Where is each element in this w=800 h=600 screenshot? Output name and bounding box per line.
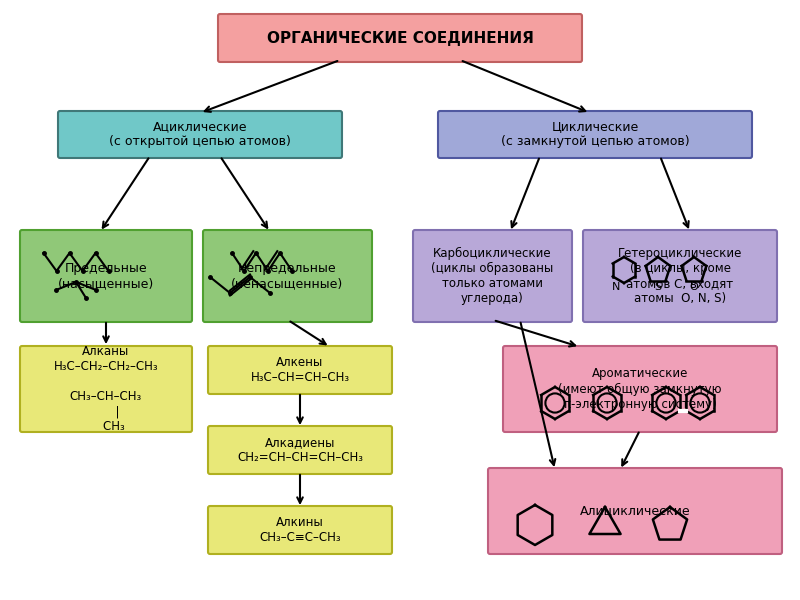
FancyBboxPatch shape [218, 14, 582, 62]
Text: Алканы
H₃C–CH₂–CH₂–CH₃

CH₃–CH–CH₃
      |
    CH₃: Алканы H₃C–CH₂–CH₂–CH₃ CH₃–CH–CH₃ | CH₃ [54, 345, 158, 433]
Text: Непредельные
(ненасыщенные): Непредельные (ненасыщенные) [231, 262, 344, 290]
FancyBboxPatch shape [488, 468, 782, 554]
Text: Предельные
(насыщенные): Предельные (насыщенные) [58, 262, 154, 290]
FancyBboxPatch shape [20, 346, 192, 432]
FancyBboxPatch shape [58, 111, 342, 158]
Text: Циклические
(с замкнутой цепью атомов): Циклические (с замкнутой цепью атомов) [501, 121, 690, 148]
Text: S: S [654, 282, 662, 292]
FancyBboxPatch shape [20, 230, 192, 322]
Text: Алкены
H₃C–CH=CH–CH₃: Алкены H₃C–CH=CH–CH₃ [250, 356, 350, 384]
Text: Гетероциклические
(в циклы, кроме
атомов С, входят
атомы  O, N, S): Гетероциклические (в циклы, кроме атомов… [618, 247, 742, 305]
FancyBboxPatch shape [208, 506, 392, 554]
FancyBboxPatch shape [208, 426, 392, 474]
Text: Алкины
CH₃–C≡C–CH₃: Алкины CH₃–C≡C–CH₃ [259, 516, 341, 544]
Text: N: N [612, 282, 620, 292]
FancyBboxPatch shape [413, 230, 572, 322]
Text: Ароматические
(имеют общую замкнутую
π-электронную систему): Ароматические (имеют общую замкнутую π-э… [558, 367, 722, 410]
FancyBboxPatch shape [583, 230, 777, 322]
Text: Алициклические: Алициклические [580, 505, 690, 517]
Text: Ациклические
(с открытой цепью атомов): Ациклические (с открытой цепью атомов) [109, 121, 291, 148]
Text: Алкадиены
CH₂=CH–CH=CH–CH₃: Алкадиены CH₂=CH–CH=CH–CH₃ [237, 436, 363, 464]
FancyBboxPatch shape [438, 111, 752, 158]
FancyBboxPatch shape [203, 230, 372, 322]
Text: O: O [690, 282, 698, 292]
Text: Карбоциклические
(циклы образованы
только атомами
углерода): Карбоциклические (циклы образованы тольк… [431, 247, 554, 305]
FancyBboxPatch shape [503, 346, 777, 432]
Text: ОРГАНИЧЕСКИЕ СОЕДИНЕНИЯ: ОРГАНИЧЕСКИЕ СОЕДИНЕНИЯ [266, 31, 534, 46]
FancyBboxPatch shape [208, 346, 392, 394]
